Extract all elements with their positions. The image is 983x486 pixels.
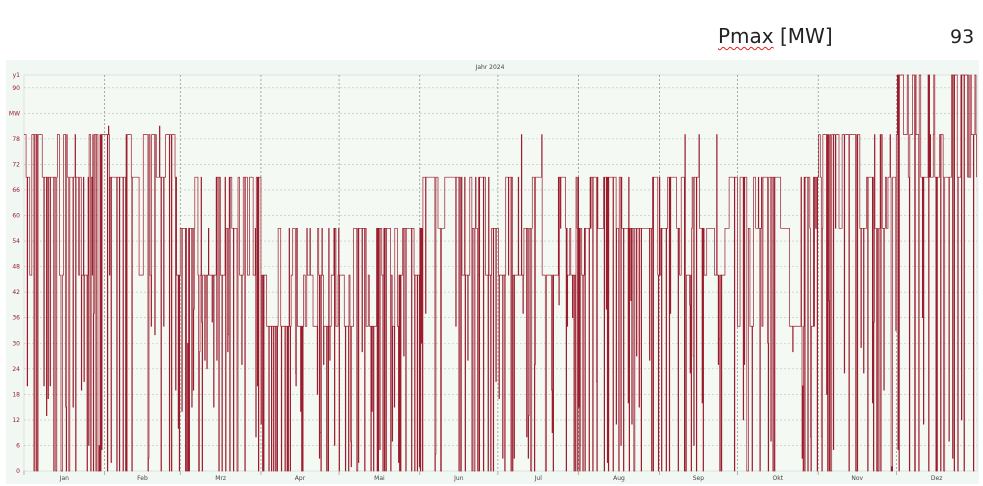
chart-title: Jahr 2024 <box>475 64 505 71</box>
y-tick-label: 54 <box>12 238 20 245</box>
x-tick-label: Jan <box>59 475 69 482</box>
y-axis: 0 6 12 18 24 30 36 42 48 54 60 66 72 78 MW 90 y1 <box>9 72 20 475</box>
y-tick-label: 24 <box>12 366 20 373</box>
y-tick-label: 18 <box>12 391 20 398</box>
x-tick-label: Feb <box>137 475 148 482</box>
x-axis: Jan Feb Mrz Apr Mai Jun Jul Aug Sep Okt Nov Dez <box>23 471 942 482</box>
metric-label: Pmax [MW] <box>718 24 833 48</box>
y-tick-label: 42 <box>12 289 20 296</box>
y-tick-label: 90 <box>12 85 20 92</box>
y-tick-label: 0 <box>16 468 20 475</box>
metric-value: 93 <box>950 26 975 48</box>
y-tick-label: 66 <box>12 187 20 194</box>
chart: Jahr 2024 0 6 12 18 24 30 36 42 48 54 60 66 72 78 MW 90… <box>6 60 979 484</box>
y-tick-label: 60 <box>12 213 20 220</box>
metric-name: Pmax <box>718 24 774 48</box>
series-group <box>24 74 977 472</box>
y-tick-label: 36 <box>12 315 20 322</box>
x-tick-label: Jul <box>534 475 543 482</box>
y-top-label: y1 <box>13 72 21 79</box>
x-tick-label: Mrz <box>215 475 226 482</box>
x-tick-label: Mai <box>374 475 385 482</box>
x-tick-label: Nov <box>851 475 863 482</box>
y-tick-label: MW <box>9 110 20 117</box>
y-tick-label: 48 <box>12 264 20 271</box>
series-line <box>24 74 977 472</box>
y-tick-label: 78 <box>12 136 20 143</box>
y-tick-label: 72 <box>12 161 20 168</box>
y-tick-label: 30 <box>12 340 20 347</box>
x-tick-label: Okt <box>773 475 784 482</box>
x-tick-label: Dez <box>931 475 942 482</box>
x-tick-label: Jun <box>453 475 464 482</box>
y-tick-label: 12 <box>12 417 20 424</box>
x-tick-label: Sep <box>693 475 705 482</box>
x-tick-label: Apr <box>295 475 306 482</box>
y-tick-label: 6 <box>16 442 20 449</box>
metric-unit: [MW] <box>780 24 833 48</box>
x-tick-label: Aug <box>613 475 625 482</box>
